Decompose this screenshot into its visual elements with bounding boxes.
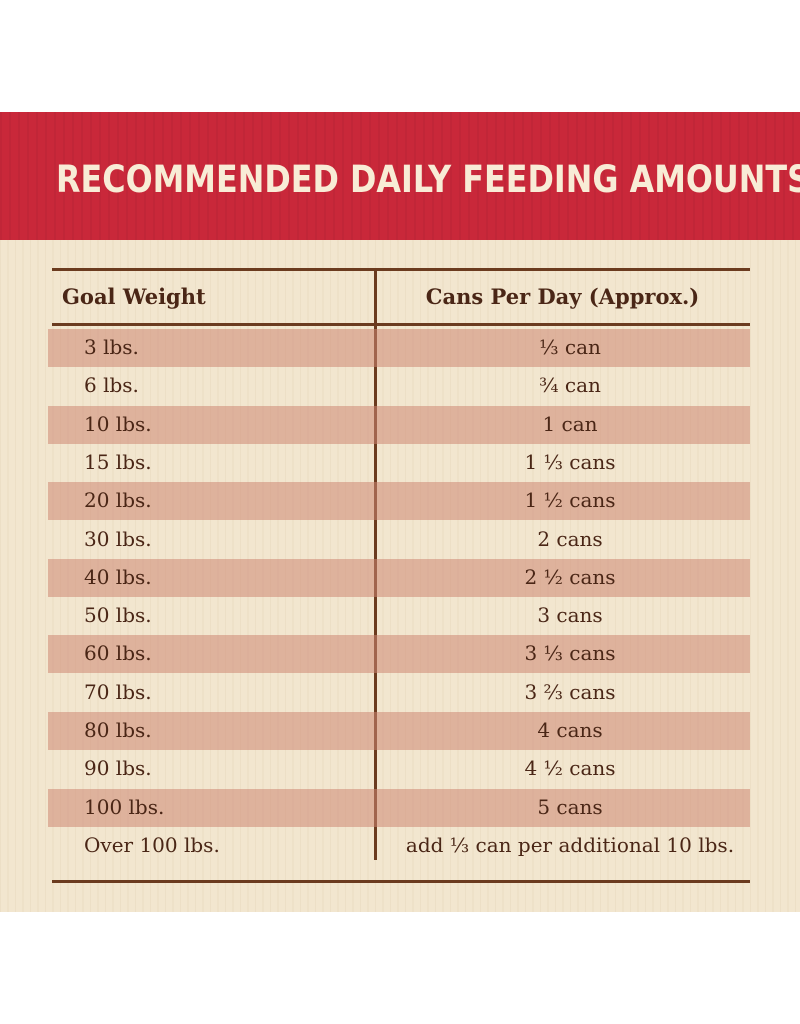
table-row: 20 lbs. 1 ½ cans	[48, 482, 750, 521]
goal-weight-cell: 80 lbs.	[84, 718, 152, 742]
goal-weight-cell: 15 lbs.	[84, 449, 152, 474]
table-row: 40 lbs. 2 ½ cans	[48, 558, 750, 597]
goal-weight-cell: 60 lbs.	[84, 641, 152, 666]
cans-per-day-cell: ¾ can	[539, 373, 601, 398]
cans-per-day-cell: 4 cans	[537, 718, 603, 742]
cans-per-day-cell: 5 cans	[537, 794, 603, 819]
goal-weight-cell: 100 lbs.	[84, 794, 165, 819]
goal-weight-cell: 40 lbs.	[84, 564, 152, 589]
table-row: 60 lbs. 3 ⅓ cans	[48, 635, 750, 674]
goal-weight-cell: 20 lbs.	[84, 488, 152, 513]
table-row: 10 lbs. 1 can	[48, 405, 750, 444]
cans-per-day-cell: ⅓ can	[539, 335, 601, 359]
cans-per-day-cell: 3 cans	[537, 603, 603, 628]
table-row: 15 lbs. 1 ⅓ cans	[48, 444, 750, 482]
goal-weight-cell: 6 lbs.	[84, 373, 139, 398]
cans-per-day-cell: 1 can	[542, 411, 598, 436]
table-row: 3 lbs. ⅓ can	[48, 329, 750, 367]
cans-per-day-cell: 4 ½ cans	[524, 756, 616, 781]
cans-per-day-cell: 1 ½ cans	[524, 488, 616, 513]
cans-per-day-cell: 3 ⅔ cans	[524, 679, 616, 704]
goal-weight-cell: 3 lbs.	[84, 335, 139, 359]
header-divider	[52, 323, 750, 326]
cans-per-day-cell: add ⅓ can per additional 10 lbs.	[405, 832, 735, 857]
table-row: 30 lbs. 2 cans	[48, 521, 750, 559]
table-row: Over 100 lbs. add ⅓ can per additional 10…	[48, 827, 750, 865]
table-row: 50 lbs. 3 cans	[48, 597, 750, 635]
cans-per-day-cell: 2 ½ cans	[524, 564, 616, 589]
page-title: RECOMMENDED DAILY FEEDING AMOUNTS:	[56, 158, 800, 201]
table-row: 80 lbs. 4 cans	[48, 712, 750, 750]
table-row: 6 lbs. ¾ can	[48, 367, 750, 405]
table-bottom-rule	[52, 880, 750, 883]
goal-weight-cell: Over 100 lbs.	[84, 832, 220, 857]
goal-weight-cell: 30 lbs.	[84, 526, 152, 551]
goal-weight-cell: 90 lbs.	[84, 756, 152, 781]
cans-per-day-cell: 3 ⅓ cans	[524, 641, 616, 666]
header-goal-weight: Goal Weight	[62, 284, 206, 309]
cans-per-day-cell: 2 cans	[537, 526, 603, 551]
table-row: 70 lbs. 3 ⅔ cans	[48, 674, 750, 712]
title-banner: RECOMMENDED DAILY FEEDING AMOUNTS:	[0, 112, 800, 240]
header-cans-per-day: Cans Per Day (Approx.)	[425, 284, 700, 309]
goal-weight-cell: 70 lbs.	[84, 679, 152, 704]
table-top-rule	[52, 268, 750, 271]
table-row: 100 lbs. 5 cans	[48, 788, 750, 827]
cans-per-day-cell: 1 ⅓ cans	[524, 449, 616, 474]
goal-weight-cell: 50 lbs.	[84, 603, 152, 628]
goal-weight-cell: 10 lbs.	[84, 411, 152, 436]
feeding-chart-panel: RECOMMENDED DAILY FEEDING AMOUNTS: Goal …	[0, 112, 800, 912]
table-row: 90 lbs. 4 ½ cans	[48, 750, 750, 788]
